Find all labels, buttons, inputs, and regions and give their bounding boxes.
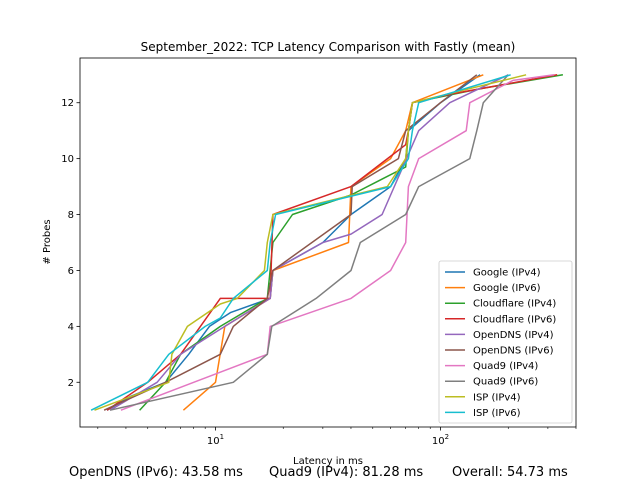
footer-quad9-ipv4: Quad9 (IPv4): 81.28 ms	[269, 465, 424, 480]
chart-title: September_2022: TCP Latency Comparison w…	[141, 40, 516, 54]
plot-lines	[90, 74, 564, 411]
y-tick-label: 10	[61, 154, 74, 165]
legend: Google (IPv4) Google (IPv6) Cloudflare (IP…	[438, 260, 573, 424]
y-axis: 2 4 6 8 10 12	[61, 98, 80, 389]
legend-label: Google (IPv6)	[473, 283, 541, 294]
footer-opendns-ipv6: OpenDNS (IPv6): 43.58 ms	[69, 465, 243, 480]
legend-label: Quad9 (IPv4)	[473, 361, 538, 372]
y-tick-label: 6	[68, 266, 74, 277]
x-axis-label: Latency in ms	[293, 456, 363, 467]
y-axis-label: # Probes	[42, 219, 53, 264]
y-tick-label: 4	[68, 322, 74, 333]
y-tick-label: 12	[61, 98, 74, 109]
footer-overall: Overall: 54.73 ms	[452, 465, 568, 480]
x-tick-label: 102	[432, 433, 449, 447]
legend-label: Quad9 (IPv6)	[473, 377, 538, 388]
legend-label: Cloudflare (IPv6)	[473, 314, 556, 325]
legend-label: ISP (IPv4)	[473, 392, 521, 403]
series-line	[109, 74, 509, 411]
footer-summary: OpenDNS (IPv6): 43.58 ms Quad9 (IPv4): 8…	[0, 465, 640, 480]
legend-label: OpenDNS (IPv6)	[473, 346, 554, 357]
x-axis: 101 102	[97, 427, 577, 447]
y-tick-label: 8	[68, 210, 74, 221]
series-line	[109, 74, 509, 411]
legend-label: Google (IPv4)	[473, 268, 541, 279]
series-line	[103, 74, 478, 411]
legend-label: ISP (IPv6)	[473, 408, 521, 419]
x-tick-label: 101	[207, 433, 224, 447]
series-line	[182, 74, 484, 411]
legend-label: OpenDNS (IPv4)	[473, 330, 554, 341]
series-line	[90, 74, 511, 411]
y-tick-label: 2	[68, 378, 74, 389]
legend-box	[438, 260, 573, 424]
plot-frame	[79, 57, 577, 428]
legend-label: Cloudflare (IPv4)	[473, 299, 556, 310]
